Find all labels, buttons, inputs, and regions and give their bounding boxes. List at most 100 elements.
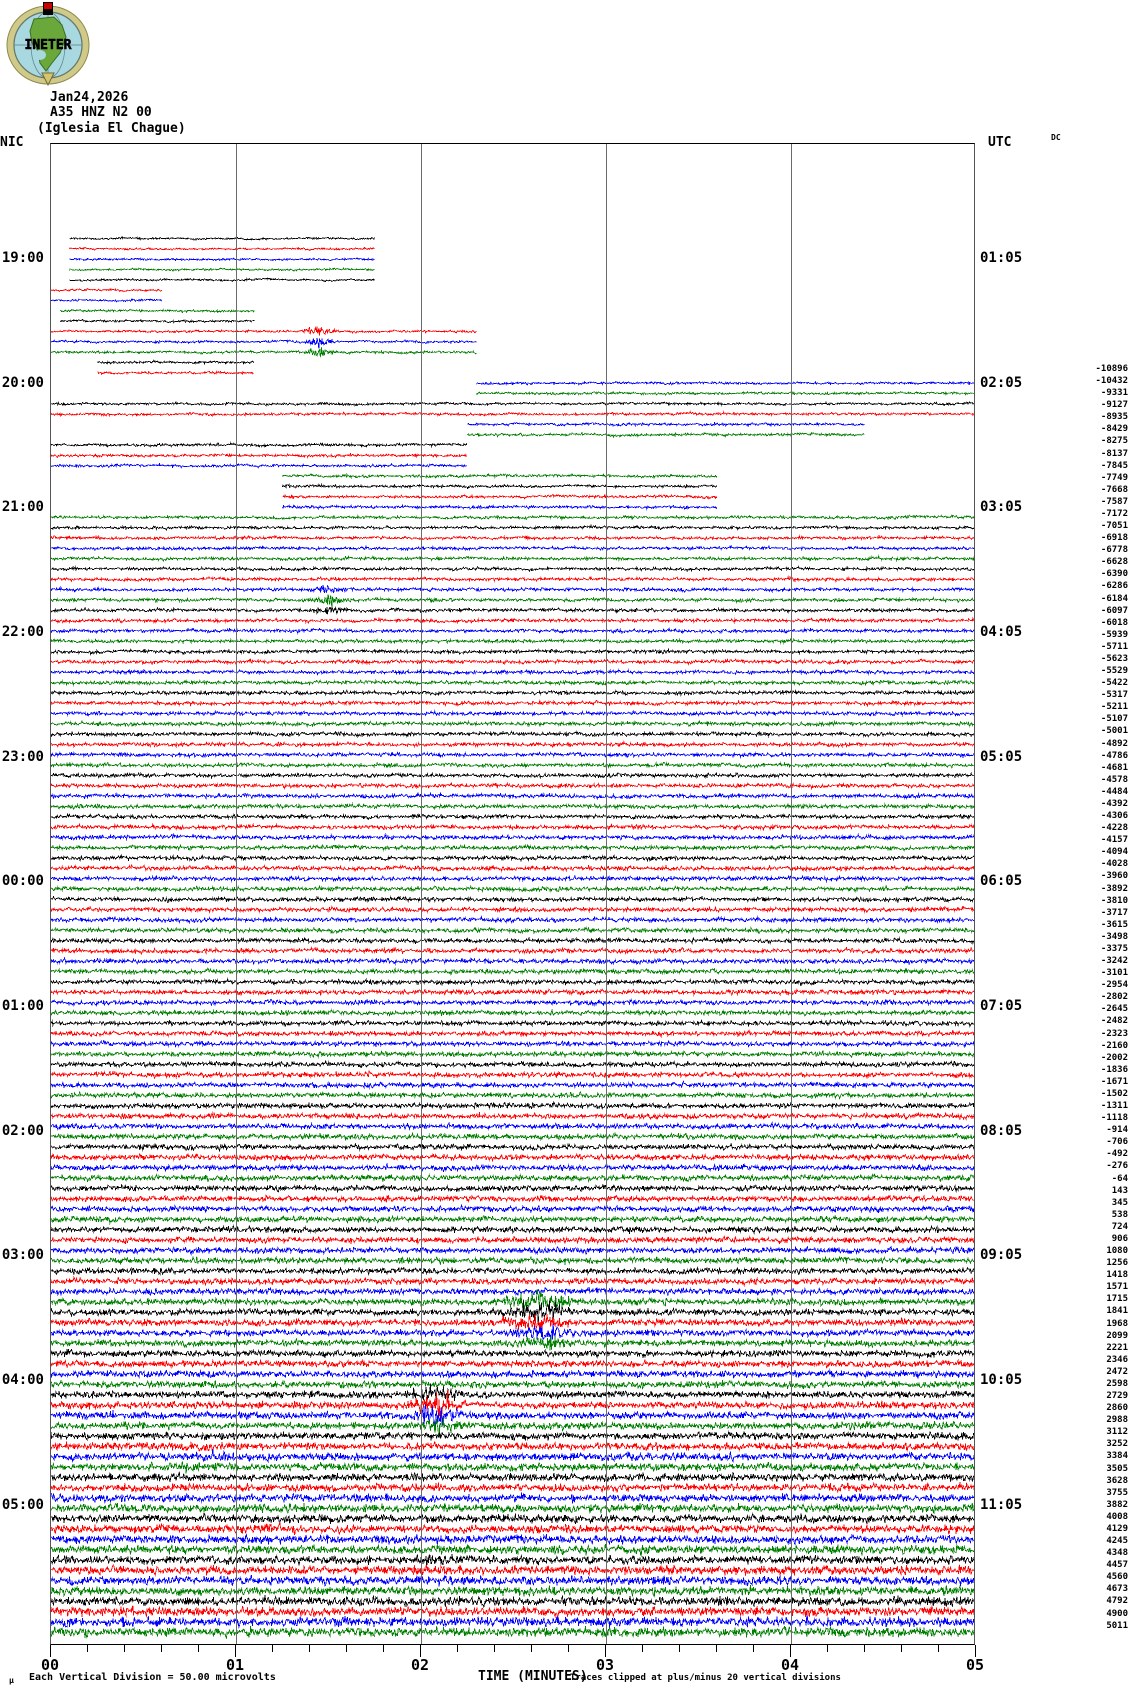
dc-value: -7051 bbox=[1100, 521, 1128, 532]
tick-minor bbox=[568, 1645, 569, 1652]
trace-line bbox=[51, 668, 974, 676]
trace-line bbox=[51, 1440, 974, 1452]
trace-line bbox=[51, 575, 974, 584]
x-tick-label-05: 05 bbox=[965, 1656, 985, 1674]
trace-line bbox=[51, 1121, 974, 1131]
dc-value: -5001 bbox=[1100, 726, 1128, 737]
trace-line bbox=[51, 812, 974, 821]
trace-line bbox=[51, 926, 974, 935]
trace-line bbox=[51, 1183, 974, 1193]
trace-line bbox=[51, 1574, 974, 1587]
trace-line bbox=[51, 1214, 974, 1225]
dc-value: -492 bbox=[1106, 1149, 1128, 1160]
dc-value: 1256 bbox=[1106, 1258, 1128, 1269]
tick-minor bbox=[827, 1645, 828, 1652]
trace-line bbox=[281, 482, 718, 490]
trace-line bbox=[51, 853, 974, 863]
dc-value: 4457 bbox=[1106, 1560, 1128, 1571]
trace-line bbox=[51, 988, 974, 997]
dc-value: -7845 bbox=[1100, 460, 1128, 471]
dc-value: 2221 bbox=[1106, 1342, 1128, 1353]
dc-value: 3755 bbox=[1106, 1487, 1128, 1498]
trace-line bbox=[51, 719, 974, 729]
trace-line bbox=[51, 1224, 974, 1235]
right-time-label-0505: 05:05 bbox=[980, 748, 1023, 765]
dc-value: 4673 bbox=[1106, 1584, 1128, 1595]
trace-line bbox=[51, 657, 974, 666]
right-time-label-0705: 07:05 bbox=[980, 997, 1023, 1014]
trace-line bbox=[51, 946, 974, 956]
right-time-label-1005: 10:05 bbox=[980, 1371, 1023, 1388]
trace-line bbox=[51, 1502, 974, 1515]
trace-line bbox=[51, 1368, 974, 1380]
trace-line bbox=[51, 1471, 974, 1483]
x-tick-label-03: 03 bbox=[595, 1656, 615, 1674]
trace-line bbox=[51, 1564, 974, 1577]
left-time-label-2300: 23:00 bbox=[1, 748, 44, 765]
seismic-traces bbox=[51, 235, 974, 1640]
dc-value: -6918 bbox=[1100, 533, 1128, 544]
trace-line bbox=[51, 1430, 974, 1442]
tick-major-0 bbox=[50, 1645, 51, 1657]
dc-value: -4484 bbox=[1100, 786, 1128, 797]
dc-value: -2645 bbox=[1100, 1004, 1128, 1015]
trace-line bbox=[51, 1404, 974, 1429]
x-tick-label-02: 02 bbox=[410, 1656, 430, 1674]
dc-value: -4578 bbox=[1100, 774, 1128, 785]
dc-value: -5211 bbox=[1100, 702, 1128, 713]
right-time-label-0805: 08:05 bbox=[980, 1122, 1023, 1139]
dc-value: -2323 bbox=[1100, 1028, 1128, 1039]
trace-line bbox=[281, 503, 718, 511]
trace-line bbox=[51, 740, 974, 749]
trace-line bbox=[51, 998, 974, 1008]
trace-line bbox=[51, 544, 974, 552]
scale-note: Each Vertical Division = 50.00 microvolt… bbox=[29, 1672, 276, 1683]
trace-line bbox=[51, 689, 974, 697]
dc-value: -4228 bbox=[1100, 823, 1128, 834]
trace-line bbox=[51, 1090, 974, 1100]
trace-line bbox=[51, 956, 974, 966]
trace-line bbox=[51, 1111, 974, 1121]
dc-value: 3882 bbox=[1106, 1499, 1128, 1510]
dc-value: 1841 bbox=[1106, 1306, 1128, 1317]
right-time-label-1105: 11:05 bbox=[980, 1496, 1023, 1513]
trace-line bbox=[51, 791, 974, 800]
dc-value: -4786 bbox=[1100, 750, 1128, 761]
trace-line bbox=[51, 1152, 974, 1163]
right-time-label-0605: 06:05 bbox=[980, 873, 1023, 890]
trace-line bbox=[51, 565, 974, 573]
trace-line bbox=[51, 1544, 974, 1558]
trace-line bbox=[51, 1605, 974, 1619]
micro-symbol: µ bbox=[9, 1676, 14, 1685]
dc-value: 3505 bbox=[1106, 1463, 1128, 1474]
dc-value: 538 bbox=[1111, 1209, 1128, 1220]
tick-minor bbox=[457, 1645, 458, 1652]
trace-line bbox=[51, 523, 974, 532]
trace-line bbox=[51, 678, 974, 687]
right-time-label-0305: 03:05 bbox=[980, 499, 1023, 516]
dc-value: -914 bbox=[1106, 1125, 1128, 1136]
trace-line bbox=[51, 1204, 974, 1214]
tick-minor bbox=[901, 1645, 902, 1652]
dc-value: 4792 bbox=[1106, 1596, 1128, 1607]
left-time-label-0400: 04:00 bbox=[1, 1371, 44, 1388]
trace-line bbox=[51, 1008, 974, 1017]
trace-line bbox=[51, 1379, 974, 1390]
trace-line bbox=[51, 874, 974, 883]
trace-line bbox=[51, 781, 974, 791]
tick-minor bbox=[198, 1645, 199, 1652]
seismogram-plot-area bbox=[50, 143, 975, 1645]
clipping-note: Traces clipped at plus/minus 20 vertical… bbox=[570, 1673, 841, 1683]
tick-minor bbox=[716, 1645, 717, 1652]
tick-minor bbox=[309, 1645, 310, 1652]
left-time-label-2000: 20:00 bbox=[1, 374, 44, 391]
tick-minor bbox=[531, 1645, 532, 1652]
trace-line bbox=[51, 452, 467, 459]
trace-line bbox=[69, 266, 375, 272]
dc-value: -1502 bbox=[1100, 1088, 1128, 1099]
dc-value: 4245 bbox=[1106, 1536, 1128, 1547]
trace-line bbox=[69, 257, 375, 262]
dc-value: 1715 bbox=[1106, 1294, 1128, 1305]
trace-line bbox=[51, 534, 974, 542]
dc-value: -7668 bbox=[1100, 484, 1128, 495]
